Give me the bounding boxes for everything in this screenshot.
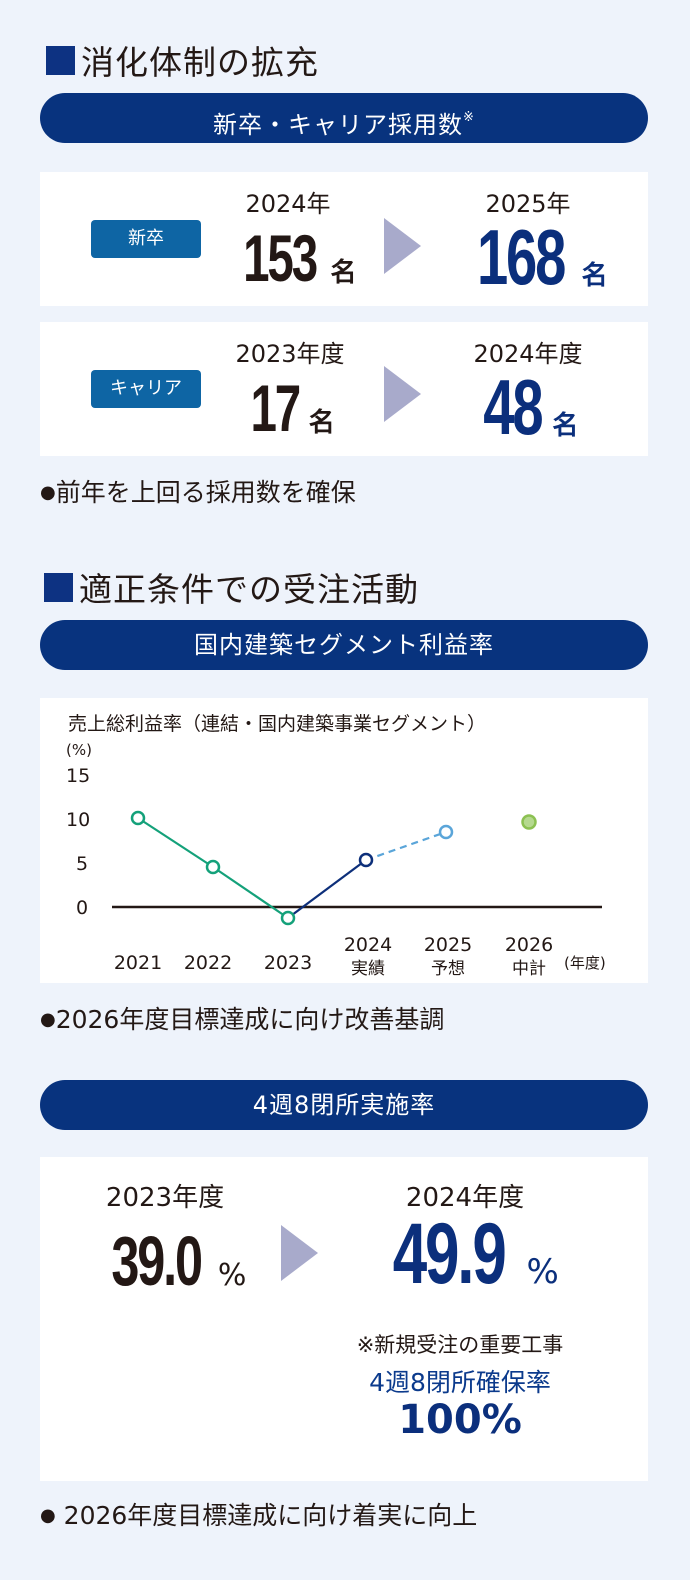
to-value-group: 168 名 [434, 212, 634, 303]
badge-new-grad: 新卒 [91, 220, 201, 258]
to-value: 168 [477, 213, 566, 301]
section-title-text: 消化体制の拡充 [81, 43, 319, 82]
from-value: 17 [250, 371, 302, 445]
data-point-2025 [438, 824, 454, 840]
data-point-2026 [521, 814, 537, 830]
from-value: 153 [243, 221, 319, 295]
bullet-text: 2026年度目標達成に向け改善基調 [55, 1005, 445, 1034]
bullet-text: 2026年度目標達成に向け着実に向上 [63, 1501, 478, 1530]
y-tick: 15 [66, 765, 90, 787]
note-text: ※新規受注の重要工事 [356, 1333, 564, 1357]
to-period: 2024年度 [473, 340, 583, 368]
data-point-2024 [358, 852, 374, 868]
data-point-2023 [280, 910, 296, 926]
pill-header-hiring: 新卒・キャリア採用数※ [40, 93, 648, 143]
pill-label: 4週8閉所実施率 [252, 1091, 436, 1119]
bullet-dot-icon: ● [40, 1505, 56, 1526]
arrow-right-icon [384, 218, 421, 274]
x-tick-sub: 実績 [351, 959, 385, 979]
from-period: 2023年度 [105, 1183, 225, 1213]
hiring-card-career: キャリア 2023年度 17 名 2024年度 48 名 [40, 322, 648, 456]
pill-label: 国内建築セグメント利益率 [194, 631, 494, 659]
section-title-text: 適正条件での受注活動 [79, 570, 419, 609]
square-marker-icon [46, 45, 75, 75]
line-chart: 売上総利益率（連結・国内建築事業セグメント） (%) 15 10 5 0 202… [66, 713, 606, 979]
data-point-2022 [205, 859, 221, 875]
x-tick: 2024 [344, 934, 392, 956]
unit: 名 [308, 408, 335, 438]
bullet-dot-icon: ● [40, 1009, 56, 1030]
pill-header-margin: 国内建築セグメント利益率 [40, 620, 648, 670]
unit: 名 [581, 261, 608, 291]
section-title-digestion: 消化体制の拡充 [46, 36, 319, 84]
closure-card: 2023年度 39.0% 2024年度 49.9% ※新規受注の重要工事 4週8… [40, 1157, 648, 1481]
bullet-text: 前年を上回る採用数を確保 [55, 478, 356, 507]
x-tick: 2025 [424, 934, 472, 956]
chart-title: 売上総利益率（連結・国内建築事業セグメント） [68, 713, 486, 735]
y-tick: 0 [76, 897, 88, 919]
series-line-forecast [365, 830, 447, 862]
from-value: 39.0 [111, 1222, 203, 1300]
hiring-card-new-grad: 新卒 2024年 153 名 2025年 168 名 [40, 172, 648, 306]
y-tick: 5 [76, 853, 88, 875]
series-line-actual-2024 [287, 859, 367, 919]
bullet-closure: ● 2026年度目標達成に向け着実に向上 [40, 1496, 477, 1532]
unit: % [526, 1252, 559, 1292]
chart-card: 売上総利益率（連結・国内建築事業セグメント） (%) 15 10 5 0 202… [40, 698, 648, 983]
x-tick: 2021 [114, 952, 162, 974]
from-period: 2023年度 [235, 340, 345, 368]
unit: 名 [552, 411, 579, 441]
y-tick: 10 [66, 809, 90, 831]
x-tick-sub: 中計 [512, 959, 546, 979]
to-value-group: 49.9% [350, 1205, 580, 1304]
x-tick: 2023 [264, 952, 312, 974]
unit: 名 [330, 258, 357, 288]
arrow-right-icon [384, 366, 421, 422]
from-value-group: 153 名 [208, 220, 378, 296]
from-period: 2024年 [245, 190, 331, 218]
x-unit-label: (年度) [564, 954, 606, 972]
sub-value: 100% [398, 1397, 522, 1443]
to-value: 49.9 [392, 1206, 507, 1302]
bullet-margin: ●2026年度目標達成に向け改善基調 [40, 1000, 444, 1036]
unit: % [217, 1258, 247, 1293]
x-tick-sub: 予想 [431, 959, 465, 979]
from-value-group: 39.0% [70, 1221, 270, 1301]
data-point-2021 [130, 810, 146, 826]
from-value-group: 17 名 [208, 370, 368, 446]
pill-label: 新卒・キャリア採用数 [213, 111, 464, 139]
section-title-orders: 適正条件での受注活動 [44, 563, 419, 611]
to-value-group: 48 名 [440, 362, 610, 453]
bullet-hiring: ●前年を上回る採用数を確保 [40, 473, 356, 509]
y-unit-label: (%) [66, 741, 92, 759]
pill-header-closure: 4週8閉所実施率 [40, 1080, 648, 1130]
to-value: 48 [482, 363, 543, 451]
x-tick: 2026 [505, 934, 553, 956]
sub-label: 4週8閉所確保率 [369, 1368, 551, 1397]
to-period: 2024年度 [405, 1183, 525, 1213]
square-marker-icon [44, 572, 73, 602]
note-mark: ※ [463, 110, 475, 125]
to-period: 2025年 [485, 190, 571, 218]
bullet-dot-icon: ● [40, 482, 56, 503]
badge-career: キャリア [91, 370, 201, 408]
x-tick: 2022 [184, 952, 232, 974]
arrow-right-icon [281, 1225, 318, 1281]
